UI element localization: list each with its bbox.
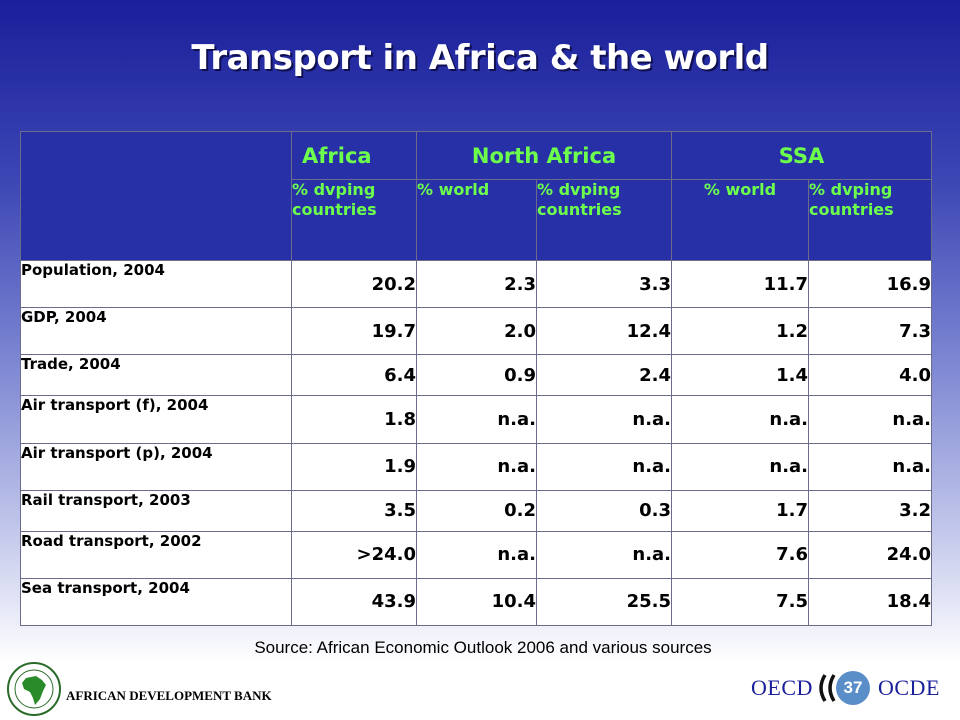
table-cell: 0.3 bbox=[535, 489, 673, 532]
source-note: Source: African Economic Outlook 2006 an… bbox=[254, 638, 712, 657]
table-cell: 2.4 bbox=[535, 354, 673, 397]
table-cell: 1.4 bbox=[671, 354, 810, 397]
table-cell: 3.5 bbox=[291, 489, 417, 532]
table-cell: n.a. bbox=[535, 442, 673, 491]
table-cell: 16.9 bbox=[808, 260, 933, 309]
page-number-badge: 37 bbox=[836, 671, 870, 705]
table-cell: 20.2 bbox=[291, 260, 417, 309]
table-body: Population, 2004 20.2 2.3 3.3 11.7 16.9 GDP, 2… bbox=[20, 260, 933, 627]
table-cell: n.a. bbox=[671, 442, 810, 491]
group-header-north-africa: North Africa bbox=[415, 130, 673, 181]
table-row: Population, 2004 20.2 2.3 3.3 11.7 16.9 bbox=[20, 260, 933, 309]
table-cell: 0.2 bbox=[416, 489, 537, 532]
subheader-ssa-world: % world bbox=[671, 179, 810, 262]
table-cell: 7.5 bbox=[671, 577, 810, 627]
afdb-name: AFRICAN DEVELOPMENT BANK bbox=[66, 688, 272, 703]
table-cell: >24.0 bbox=[291, 530, 417, 579]
slide-title: Transport in Africa & the world bbox=[191, 38, 769, 78]
table-cell: 1.8 bbox=[291, 395, 417, 444]
table-cell: 43.9 bbox=[291, 577, 417, 627]
table-row: GDP, 2004 19.7 2.0 12.4 1.2 7.3 bbox=[20, 307, 933, 356]
table-row: Sea transport, 2004 43.9 10.4 25.5 7.5 18.4 bbox=[20, 577, 933, 627]
table-cell: 7.3 bbox=[808, 307, 933, 356]
table-cell: 3.2 bbox=[808, 489, 933, 532]
group-header-africa: Africa bbox=[291, 130, 417, 181]
row-label: Air transport (f), 2004 bbox=[20, 395, 292, 444]
table-cell: n.a. bbox=[416, 442, 537, 491]
afdb-logo-icon bbox=[7, 662, 61, 716]
row-label: Road transport, 2002 bbox=[20, 530, 292, 579]
table-row: Air transport (p), 2004 1.9 n.a. n.a. n.a. n.… bbox=[20, 442, 933, 491]
table-row: Trade, 2004 6.4 0.9 2.4 1.4 4.0 bbox=[20, 354, 933, 397]
table-cell: 18.4 bbox=[808, 577, 933, 627]
subheader-africa-dvping: % dvping countries bbox=[291, 179, 417, 262]
row-label: Population, 2004 bbox=[20, 260, 292, 309]
table-cell: 6.4 bbox=[291, 354, 417, 397]
row-label: Rail transport, 2003 bbox=[20, 489, 292, 532]
table-cell: 2.0 bbox=[416, 307, 537, 356]
table-cell: n.a. bbox=[808, 442, 933, 491]
table-cell: n.a. bbox=[416, 530, 537, 579]
group-header-ssa: SSA bbox=[671, 130, 933, 181]
oecd-quote-icon bbox=[819, 674, 836, 702]
subheader-na-world: % world bbox=[416, 179, 537, 262]
row-label: Sea transport, 2004 bbox=[20, 577, 292, 627]
table-row: Air transport (f), 2004 1.8 n.a. n.a. n.a. n.… bbox=[20, 395, 933, 444]
table-cell: 2.3 bbox=[416, 260, 537, 309]
table-cell: 11.7 bbox=[671, 260, 810, 309]
table-cell: 1.9 bbox=[291, 442, 417, 491]
table-cell: 1.2 bbox=[671, 307, 810, 356]
table-cell: 7.6 bbox=[671, 530, 810, 579]
table-cell: n.a. bbox=[416, 395, 537, 444]
subheader-na-dvping: % dvping countries bbox=[535, 179, 673, 262]
ocde-label: OCDE bbox=[878, 675, 940, 700]
table-cell: n.a. bbox=[671, 395, 810, 444]
table-corner bbox=[20, 130, 292, 262]
table-cell: 0.9 bbox=[416, 354, 537, 397]
table-cell: 10.4 bbox=[416, 577, 537, 627]
subheader-ssa-dvping: % dvping countries bbox=[808, 179, 933, 262]
table-cell: 4.0 bbox=[808, 354, 933, 397]
oecd-label: OECD bbox=[751, 675, 813, 700]
table-cell: n.a. bbox=[535, 530, 673, 579]
table-cell: 1.7 bbox=[671, 489, 810, 532]
data-table: Africa North Africa SSA % dvping countri… bbox=[20, 130, 933, 627]
table-cell: n.a. bbox=[808, 395, 933, 444]
table-cell: 24.0 bbox=[808, 530, 933, 579]
table-cell: 25.5 bbox=[535, 577, 673, 627]
table-cell: n.a. bbox=[535, 395, 673, 444]
table-row: Road transport, 2002 >24.0 n.a. n.a. 7.6 24.0 bbox=[20, 530, 933, 579]
table-cell: 3.3 bbox=[535, 260, 673, 309]
table-row: Rail transport, 2003 3.5 0.2 0.3 1.7 3.2 bbox=[20, 489, 933, 532]
row-label: Trade, 2004 bbox=[20, 354, 292, 397]
row-label: Air transport (p), 2004 bbox=[20, 442, 292, 491]
row-label: GDP, 2004 bbox=[20, 307, 292, 356]
table-cell: 19.7 bbox=[291, 307, 417, 356]
table-cell: 12.4 bbox=[535, 307, 673, 356]
